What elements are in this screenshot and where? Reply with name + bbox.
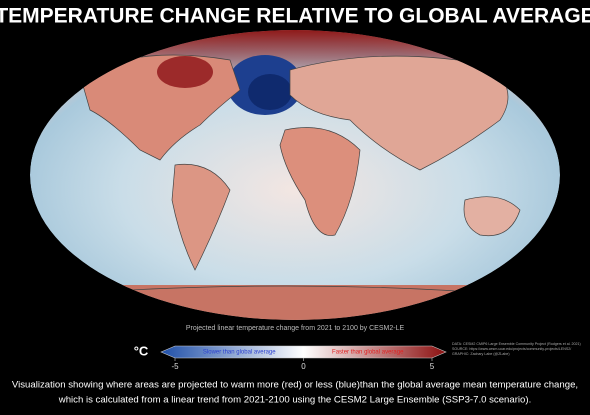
credit: DATA: CESM2 CMIP6 Large Ensemble Communi… (452, 342, 581, 346)
subtitle: Projected linear temperature change from… (186, 325, 405, 332)
colorbar-tick-label: -5 (171, 362, 179, 371)
colorbar-high-label: Faster than global average (332, 350, 404, 356)
colorbar-tick-label: 5 (430, 362, 435, 371)
colorbar-low-label: Slower than global average (203, 350, 276, 356)
unit: °C (134, 343, 149, 358)
caption: which is calculated from a linear trend … (58, 395, 531, 406)
colorbar: Slower than global average Faster than gl… (160, 345, 447, 371)
map (30, 30, 560, 320)
colorbar-tick-label: 0 (301, 362, 306, 371)
title: TEMPERATURE CHANGE RELATIVE TO GLOBAL AV… (0, 5, 590, 28)
caption: Visualization showing where areas are pr… (12, 380, 578, 391)
credit: GRAPHIC: Zachary Labe (@ZLabe) (452, 352, 510, 356)
credit: SOURCE: https://www.cesm.ucar.edu/projec… (452, 347, 571, 351)
